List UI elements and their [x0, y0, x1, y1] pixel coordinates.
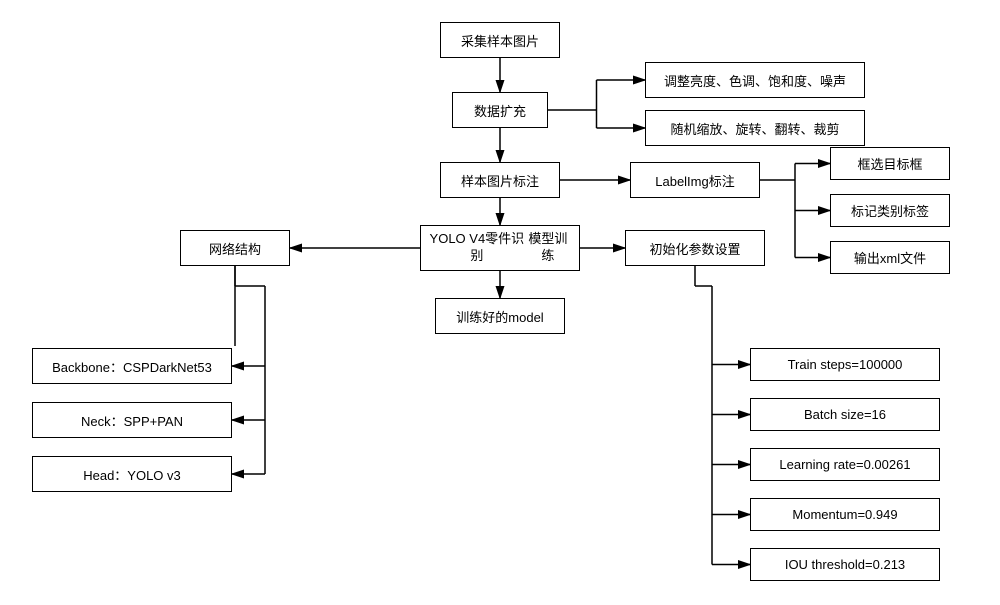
node-n1: 采集样本图片: [440, 22, 560, 58]
node-n2: 数据扩充: [452, 92, 548, 128]
node-n10: YOLO V4零件识别模型训练: [420, 225, 580, 271]
node-n3: 调整亮度、色调、饱和度、噪声: [645, 62, 865, 98]
node-n11: 网络结构: [180, 230, 290, 266]
node-n16: Head：YOLO v3: [32, 456, 232, 492]
node-n5: 样本图片标注: [440, 162, 560, 198]
node-n15: Neck：SPP+PAN: [32, 402, 232, 438]
node-n14: Backbone：CSPDarkNet53: [32, 348, 232, 384]
node-n17: Train steps=100000: [750, 348, 940, 381]
node-n7: 框选目标框: [830, 147, 950, 180]
node-n19: Learning rate=0.00261: [750, 448, 940, 481]
node-n21: IOU threshold=0.213: [750, 548, 940, 581]
node-n4: 随机缩放、旋转、翻转、裁剪: [645, 110, 865, 146]
node-n12: 初始化参数设置: [625, 230, 765, 266]
node-n6: LabelImg标注: [630, 162, 760, 198]
node-n9: 输出xml文件: [830, 241, 950, 274]
node-n13: 训练好的model: [435, 298, 565, 334]
node-n8: 标记类别标签: [830, 194, 950, 227]
node-n18: Batch size=16: [750, 398, 940, 431]
node-n20: Momentum=0.949: [750, 498, 940, 531]
